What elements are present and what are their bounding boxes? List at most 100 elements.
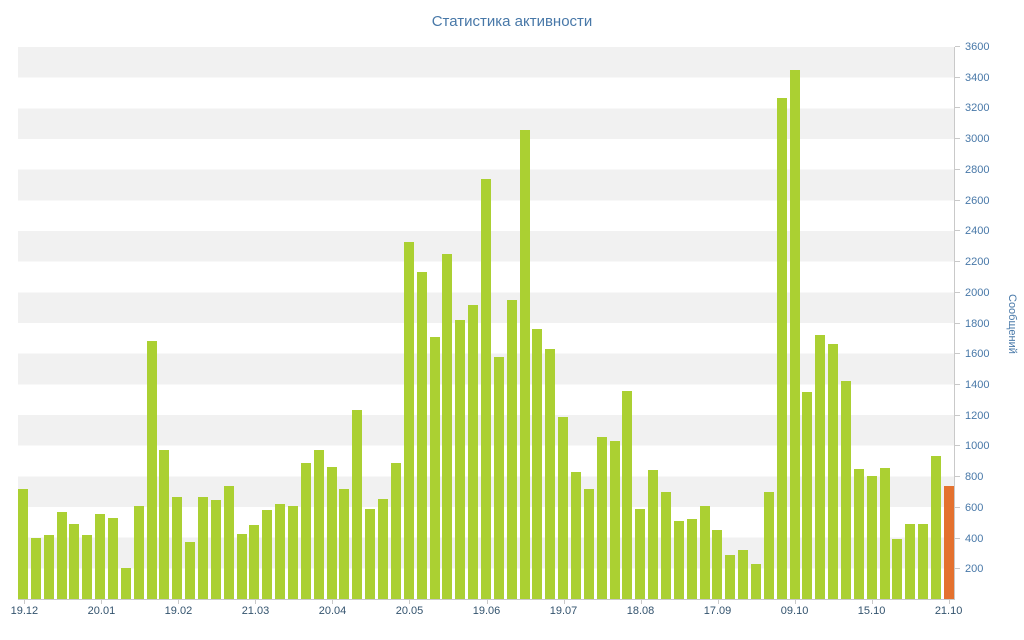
x-tick-mark <box>948 600 950 604</box>
bar[interactable] <box>905 523 916 599</box>
y-tick-label: 200 <box>965 563 984 576</box>
bar[interactable] <box>339 488 350 599</box>
x-tick-label: 19.02 <box>164 605 193 617</box>
bar[interactable] <box>622 391 633 599</box>
y-tick-mark <box>955 261 960 263</box>
bar-current-period[interactable] <box>943 486 954 599</box>
bar[interactable] <box>403 241 414 599</box>
y-tick-label: 3600 <box>965 41 990 53</box>
bar[interactable] <box>545 349 556 599</box>
bar[interactable] <box>712 530 723 599</box>
bar[interactable] <box>30 537 41 599</box>
bar[interactable] <box>660 492 671 599</box>
x-tick-label: 21.03 <box>241 605 270 617</box>
y-tick-mark <box>955 353 960 355</box>
bar[interactable] <box>390 462 401 599</box>
bar[interactable] <box>18 488 28 599</box>
bar[interactable] <box>275 503 286 599</box>
bar[interactable] <box>108 517 119 599</box>
bar[interactable] <box>326 467 337 599</box>
bar[interactable] <box>635 508 646 599</box>
bar[interactable] <box>133 506 144 599</box>
y-tick-mark <box>955 291 960 293</box>
bar[interactable] <box>69 523 80 599</box>
bar[interactable] <box>378 499 389 599</box>
y-tick-mark <box>955 199 960 201</box>
bar[interactable] <box>596 436 607 599</box>
bar[interactable] <box>532 329 543 599</box>
y-tick-mark <box>955 383 960 385</box>
bar[interactable] <box>288 506 299 599</box>
bar[interactable] <box>609 441 620 599</box>
bar[interactable] <box>300 462 311 599</box>
x-tick-mark <box>101 600 103 604</box>
bar[interactable] <box>493 356 504 599</box>
x-axis: 19.12 20.01 19.02 21.03 20.04 20.05 19.06 19.07… <box>11 600 962 620</box>
bar[interactable] <box>442 254 453 599</box>
x-tick-mark <box>717 600 719 604</box>
x-tick-label: 15.10 <box>857 605 886 617</box>
bar[interactable] <box>416 272 427 599</box>
bar[interactable] <box>172 497 183 599</box>
bar[interactable] <box>455 319 466 599</box>
y-axis-title: Сообщений <box>1006 293 1018 354</box>
bar[interactable] <box>56 511 67 599</box>
bar[interactable] <box>802 392 813 599</box>
bar[interactable] <box>725 555 736 599</box>
bar[interactable] <box>738 549 749 599</box>
bar[interactable] <box>185 542 196 599</box>
bar[interactable] <box>95 513 106 599</box>
y-tick-mark <box>955 568 960 570</box>
x-tick-label: 18.08 <box>626 605 655 617</box>
x-tick-label: 20.04 <box>318 605 347 617</box>
x-tick-mark <box>640 600 642 604</box>
bar[interactable] <box>468 304 479 599</box>
bar[interactable] <box>262 510 273 599</box>
bar[interactable] <box>198 497 209 599</box>
bar[interactable] <box>931 456 942 599</box>
bar[interactable] <box>648 470 659 599</box>
bar[interactable] <box>313 449 324 599</box>
plot-area <box>18 47 955 600</box>
bar[interactable] <box>789 70 800 599</box>
bar[interactable] <box>236 533 247 599</box>
bar[interactable] <box>352 410 363 599</box>
bar[interactable] <box>570 471 581 599</box>
bar[interactable] <box>223 485 234 599</box>
bar[interactable] <box>853 469 864 599</box>
y-tick-mark <box>955 76 960 78</box>
bar[interactable] <box>879 467 890 599</box>
bar[interactable] <box>673 520 684 599</box>
x-tick-label: 19.07 <box>549 605 578 617</box>
bar[interactable] <box>686 519 697 599</box>
bar[interactable] <box>519 129 530 599</box>
bar[interactable] <box>43 534 54 599</box>
bar[interactable] <box>480 178 491 599</box>
bar[interactable] <box>429 336 440 599</box>
bar[interactable] <box>249 525 260 599</box>
bar[interactable] <box>210 500 221 599</box>
bar[interactable] <box>892 539 903 599</box>
bar[interactable] <box>828 344 839 599</box>
bar[interactable] <box>763 491 774 599</box>
bar[interactable] <box>699 505 710 599</box>
y-tick-label: 2600 <box>965 194 990 207</box>
bar[interactable] <box>815 335 826 599</box>
y-tick-label: 1400 <box>965 378 990 391</box>
bar[interactable] <box>558 416 569 599</box>
bar[interactable] <box>866 476 877 599</box>
bar[interactable] <box>120 568 131 599</box>
bar[interactable] <box>506 299 517 599</box>
bar[interactable] <box>776 97 787 599</box>
bar[interactable] <box>82 534 93 599</box>
bar[interactable] <box>918 523 929 599</box>
bar[interactable] <box>365 508 376 599</box>
bar[interactable] <box>841 381 851 599</box>
bar[interactable] <box>159 449 170 599</box>
bar[interactable] <box>146 341 157 599</box>
bar[interactable] <box>583 489 594 599</box>
y-tick-label: 3400 <box>965 71 990 84</box>
y-tick-label: 3000 <box>965 133 990 146</box>
y-tick-mark <box>955 537 960 539</box>
bar[interactable] <box>750 563 761 599</box>
